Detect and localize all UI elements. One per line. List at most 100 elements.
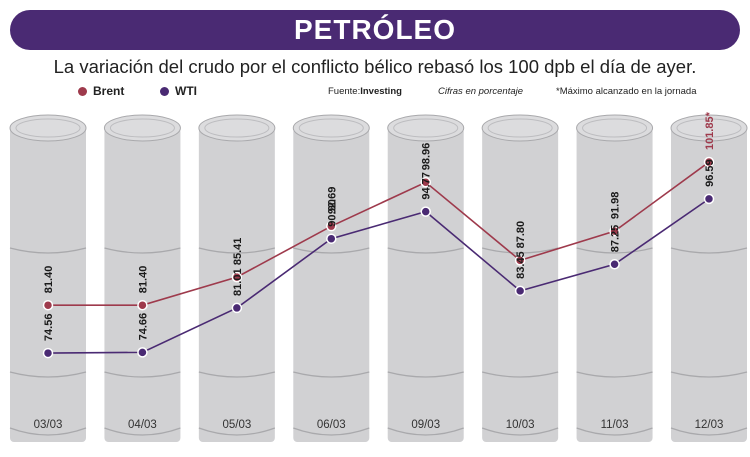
point-wti-1 [137,347,148,358]
barrel-05-03 [198,114,276,442]
barrel-hoop [670,247,748,254]
x-tick-label-7: 12/03 [695,419,724,431]
barrel-bottom-hoop [387,427,464,436]
barrel-bottom-hoop [576,427,653,436]
barrel-hoop [293,247,370,254]
barrel-body [387,128,464,442]
barrel-hoop [198,247,276,254]
barrel-hoop [576,247,653,254]
barrel-10-03 [481,114,559,442]
units-text: Cifras en porcentaje [438,86,524,97]
point-brent-5 [514,255,526,266]
barrel-hoop [481,247,559,254]
point-wti-2 [231,302,243,314]
series-points [42,156,715,359]
barrel-hoop [293,371,370,378]
barrel-columns [9,114,748,442]
value-label-wti-0: 74.56 [43,314,55,342]
barrel-hoop [104,247,181,254]
barrel-hoop [387,371,464,378]
barrel-body [671,128,747,442]
x-tick-label-4: 09/03 [411,419,440,431]
value-label-wti-2: 81.01 [232,268,244,296]
source-note: Fuente:Investing [328,86,402,97]
value-label-brent-4: 98.96 [421,143,433,171]
point-wti-5 [514,285,526,297]
value-label-brent-2: 85.41 [232,238,244,266]
series-lines [47,161,710,354]
max-note: *Máximo alcanzado en la jornada [556,86,696,97]
barrel-rim [109,118,175,138]
source-name: Investing [360,86,402,97]
value-labels: 81.40 81.40 85.41 92.69 98.96 87.80 91.98 101.8… [43,111,716,341]
legend: Brent WTI Fuente:Investing Cifras en por… [0,84,750,102]
title-banner: PETRÓLEO [10,10,740,50]
barrel-bottom-hoop [670,427,748,436]
source-prefix: Fuente: [328,86,361,97]
x-tick-label-5: 10/03 [506,419,535,431]
barrel-body [198,128,275,442]
point-brent-6 [609,225,620,237]
barrel-hoop [670,371,748,378]
x-tick-label-6: 11/03 [601,419,629,431]
x-axis-labels: 03/03 04/03 05/03 06/03 09/03 10/03 11/03 12/03 [34,419,724,431]
barrel-rim [393,118,459,138]
barrel-11-03 [576,114,654,442]
point-wti-7 [703,193,715,205]
barrel-rim [582,118,648,138]
value-label-brent-1: 81.40 [137,266,149,294]
line-brent [48,161,710,307]
barrel-bottom-hoop [198,427,276,436]
barrel-rim [204,118,270,138]
barrel-bottom-hoop [481,427,559,436]
value-label-wti-1: 74.66 [137,313,149,341]
point-wti-3 [326,233,337,244]
barrel-04-03 [103,114,181,442]
x-tick-label-1: 04/03 [128,419,157,431]
barrel-rim [487,118,553,138]
barrel-09-03 [387,114,465,442]
barrel-top [103,114,181,142]
value-label-wti-4: 94.77 [421,172,433,200]
barrel-bottom-hoop [104,427,181,436]
chart-title: PETRÓLEO [293,14,456,45]
barrel-top [9,114,87,142]
barrel-top [576,114,654,142]
barrel-hoop [9,371,87,378]
value-label-brent-7: 101.85* [704,111,716,150]
legend-label-wti: WTI [175,84,197,98]
value-label-brent-6: 91.98 [610,192,622,220]
value-label-wti-3: 90.90 [326,199,338,227]
barrel-top [481,114,559,142]
point-brent-3 [326,220,337,232]
point-brent-1 [137,299,148,311]
barrel-body [104,128,181,442]
barrel-hoop [481,371,559,378]
barrel-06-03 [292,114,370,442]
max-note-text: *Máximo alcanzado en la jornada [556,86,697,97]
point-wti-0 [42,347,54,359]
value-label-wti-7: 96.59 [704,159,716,187]
barrel-bottom-hoop [9,427,87,436]
barrel-top [198,114,276,142]
point-brent-2 [231,271,243,283]
barrel-12-03 [670,114,748,442]
point-brent-4 [420,177,431,188]
barrel-hoop [104,371,181,378]
barrel-top [670,114,748,142]
x-tick-label-3: 06/03 [317,419,346,431]
wti-marker-icon [160,86,169,96]
x-tick-label-0: 03/03 [34,419,63,431]
value-label-brent-5: 87.80 [515,221,527,249]
value-label-wti-5: 83.45 [515,251,527,279]
chart-subtitle: La variación del crudo por el conflicto … [53,56,697,77]
point-brent-0 [42,299,54,311]
barrel-bottom-hoop [293,427,370,436]
barrel-body [293,128,370,442]
barrel-hoop [198,371,276,378]
barrel-hoop [9,247,87,254]
value-label-brent-3: 92.69 [326,187,338,215]
legend-item-brent: Brent [78,84,124,98]
value-label-wti-6: 87.25 [610,225,622,253]
barrel-hoop [576,371,653,378]
